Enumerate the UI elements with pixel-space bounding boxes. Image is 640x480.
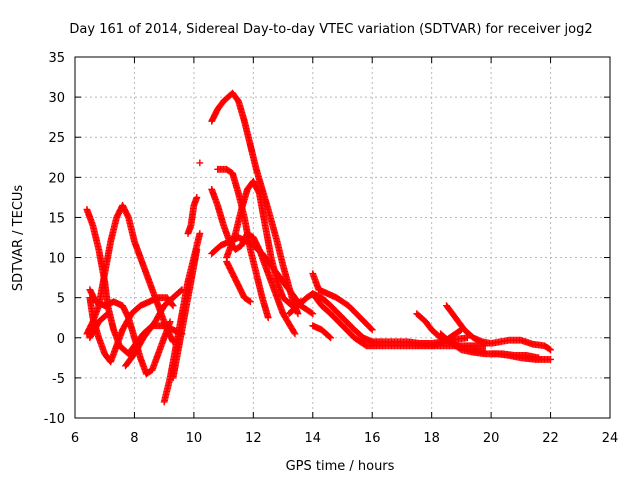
data-point [196,230,204,237]
x-tick-label: 24 [602,431,619,446]
data-point [481,348,489,356]
y-tick-label: 10 [48,252,65,267]
series-track-15 [223,258,254,306]
data-point [545,345,553,353]
data-point [103,311,110,319]
data-point [294,310,302,318]
data-point [308,309,315,317]
series-track-5 [86,310,112,342]
x-tick-label: 20 [483,431,500,446]
x-tick-label: 18 [423,431,440,446]
y-tick-label: 15 [48,211,65,226]
x-tick-label: 12 [245,431,262,446]
data-point [245,297,253,305]
x-tick-label: 14 [305,431,322,446]
x-tick-label: 10 [186,431,203,446]
y-tick-label: 35 [48,51,65,66]
data-point [169,302,177,310]
y-tick-label: -10 [44,412,65,427]
x-tick-label: 6 [71,431,79,446]
series-isolated [196,159,204,167]
data-point [168,301,176,308]
series-track-8 [169,246,201,382]
data-point [457,326,465,334]
series-track-10 [208,89,302,318]
y-tick-label: 20 [48,171,65,186]
data-point [193,193,201,201]
data-point [309,310,317,318]
x-tick-label: 22 [542,431,559,446]
data-point [547,346,554,354]
x-axis-label: GPS time / hours [286,459,395,474]
data-point [264,314,272,322]
data-point [166,318,174,326]
x-tick-label: 8 [130,431,138,446]
plot-frame [74,56,611,419]
data-points [83,89,554,406]
data-point [291,330,299,338]
series-track-24 [487,350,543,362]
data-point [193,246,201,253]
y-axis-label: SDTVAR / TECUs [11,185,26,292]
series-track-9 [184,193,201,237]
data-point [547,356,554,363]
series-track-19 [309,322,335,342]
y-tick-label: -5 [52,372,65,387]
chart-title: Day 161 of 2014, Sidereal Day-to-day VTE… [69,22,592,37]
y-tick-label: 5 [57,292,65,307]
data-point [104,310,112,318]
series-track-6 [122,286,186,370]
data-point [290,329,298,336]
data-point [456,327,464,334]
y-tick-label: 25 [48,131,65,146]
y-tick-labels: -10 -5 0 5 10 15 20 25 30 35 [44,51,65,427]
data-point [196,159,204,167]
series-track-14 [223,177,305,310]
data-point [535,354,543,362]
y-tick-label: 0 [57,332,65,347]
x-tick-label: 16 [364,431,381,446]
data-point [368,326,376,334]
series-track-17 [309,270,376,334]
series-track-23 [437,330,489,356]
data-point [246,298,254,306]
data-point [326,333,333,341]
data-point [367,325,375,333]
x-tick-labels: 6 8 10 12 14 16 18 20 22 24 [71,431,618,446]
data-point [327,334,335,342]
y-tick-label: 30 [48,91,65,106]
series-track-4 [86,286,174,378]
